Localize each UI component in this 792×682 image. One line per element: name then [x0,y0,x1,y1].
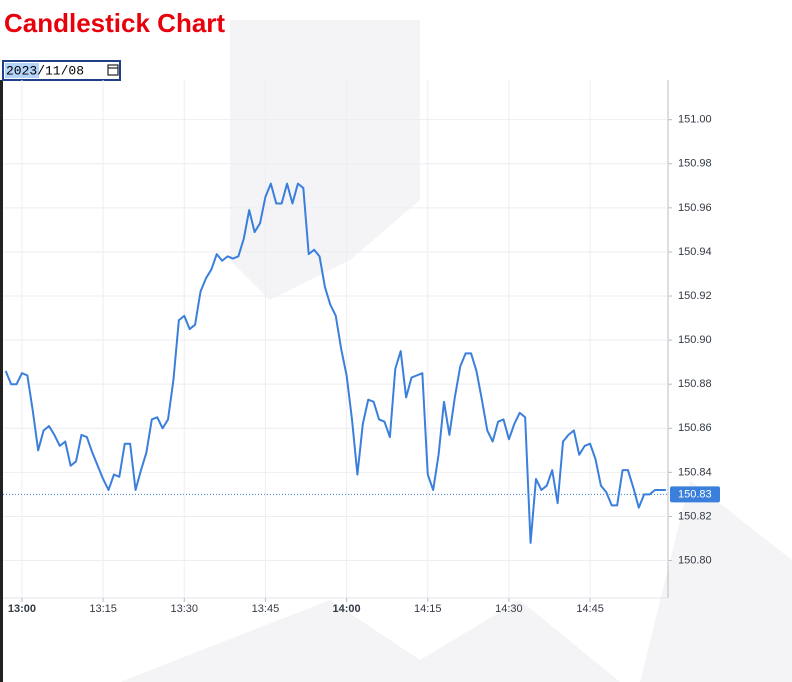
y-tick-label: 150.94 [678,246,712,258]
y-tick-label: 150.84 [678,466,712,478]
x-tick-label: 14:15 [414,603,442,615]
y-tick-label: 150.92 [678,290,712,302]
calendar-icon[interactable] [107,64,119,76]
x-tick-label: 14:00 [333,603,361,615]
date-input[interactable]: 2023/11/08 [2,60,121,81]
axes: 150.80 150.82 150.84 150.86 150.88 150.90 150.… [8,114,720,615]
plot-area [3,182,668,544]
y-tick-label: 151.00 [678,114,712,126]
y-tick-label: 150.96 [678,202,712,214]
price-line [4,182,666,544]
x-tick-label: 13:45 [252,603,280,615]
grid [3,80,668,598]
y-tick-label: 150.82 [678,510,712,522]
x-tick-label: 13:00 [8,603,36,615]
x-tick-label: 13:30 [170,603,198,615]
x-tick-label: 13:15 [89,603,117,615]
left-edge [0,80,3,682]
y-tick-label: 150.98 [678,158,712,170]
y-tick-label: 150.80 [678,554,712,566]
last-price-badge [670,486,720,503]
x-tick-label: 14:45 [576,603,604,615]
page-title: Candlestick Chart [4,8,225,38]
x-tick-label: 14:30 [495,603,523,615]
y-tick-label: 150.90 [678,334,712,346]
last-price-label: 150.83 [678,488,712,500]
date-selection [5,63,39,78]
y-tick-label: 150.86 [678,422,712,434]
date-input-text[interactable]: 2023/11/08 [6,63,84,78]
y-tick-label: 150.88 [678,378,712,390]
background-decoration [120,20,792,682]
